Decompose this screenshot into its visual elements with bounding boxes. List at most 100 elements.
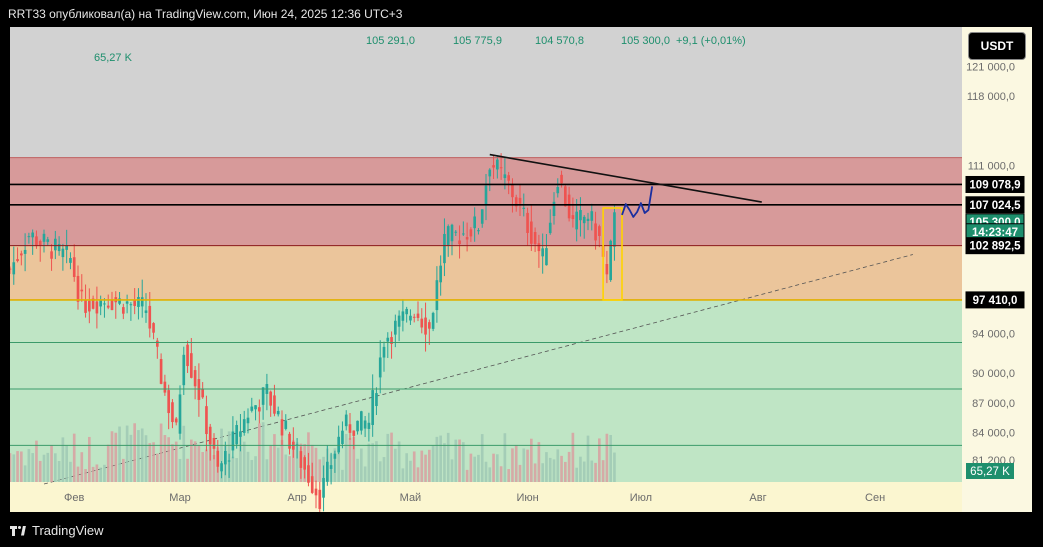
volume-bar	[152, 442, 155, 482]
candle-body	[35, 236, 38, 247]
candle-body	[439, 265, 442, 283]
candle-body	[193, 370, 197, 387]
volume-bar	[114, 432, 118, 482]
candle-body	[548, 222, 552, 234]
candle-body	[511, 184, 514, 198]
candle-body	[450, 224, 454, 242]
candle-body	[167, 390, 170, 414]
volume-bar	[548, 457, 552, 482]
volume-bar	[533, 463, 537, 482]
candle-body	[492, 165, 495, 168]
volume-bar	[435, 436, 439, 482]
candle-body	[375, 393, 378, 407]
candle-body	[254, 405, 257, 410]
price-label-bg	[965, 175, 1025, 193]
volume-bar	[239, 436, 242, 482]
candle-body	[533, 232, 537, 245]
candle-body	[363, 420, 367, 429]
volume-bar	[386, 433, 390, 482]
volume-bar	[582, 461, 586, 482]
candle-body	[344, 414, 348, 427]
volume-bar	[412, 451, 416, 482]
candle-body	[382, 346, 386, 358]
volume-bar	[492, 453, 495, 482]
candle-body	[103, 303, 106, 305]
volume-bar	[371, 443, 374, 482]
tradingview-brand: TradingView	[32, 523, 104, 538]
volume-bar	[488, 467, 492, 482]
candle-body	[378, 357, 382, 378]
volume-bar	[341, 469, 344, 482]
volume-bar	[503, 433, 507, 482]
volume-bar	[35, 440, 38, 482]
volume-bar	[186, 458, 189, 482]
volume-bar	[261, 422, 265, 482]
chart-svg[interactable]: Фев Мар Апр Май Июн Июл Авг Сен 121 000,0 118 000…	[8, 27, 1032, 519]
price-axis-bg	[962, 27, 1032, 512]
volume-badge-bg	[966, 463, 1014, 479]
volume-bar	[8, 453, 12, 482]
volume-bar	[446, 432, 450, 482]
candle-body	[435, 280, 439, 311]
candle-body	[23, 249, 27, 254]
volume-bar	[613, 452, 616, 482]
volume-bar	[462, 442, 465, 482]
candle-body	[144, 310, 148, 313]
candle-body	[462, 233, 465, 235]
candle-body	[205, 406, 208, 435]
volume-bar	[46, 452, 50, 482]
volume-bar	[431, 445, 435, 482]
volume-bar	[288, 456, 291, 482]
candle-body	[57, 243, 61, 252]
volume-bar	[496, 454, 499, 482]
volume-bar	[378, 461, 382, 482]
volume-bar	[250, 459, 254, 482]
candle-body	[458, 240, 461, 245]
volume-bar	[469, 453, 473, 482]
candle-body	[156, 340, 159, 347]
volume-bar	[106, 444, 110, 482]
candle-body	[284, 420, 288, 429]
chart-area[interactable]: Фев Мар Апр Май Июн Июл Авг Сен 121 000,0 118 000…	[8, 27, 1032, 519]
volume-bar	[269, 445, 272, 482]
currency-button[interactable]: USDT	[968, 32, 1026, 60]
volume-bar	[178, 458, 182, 482]
candle-body	[288, 433, 291, 449]
price-label: 97 410,0	[973, 295, 1018, 307]
volume-bar	[205, 449, 208, 482]
volume-bar	[348, 438, 352, 482]
tradingview-footer[interactable]: TradingView	[10, 523, 104, 538]
candle-body	[76, 275, 80, 302]
volume-bar	[174, 441, 178, 482]
time-tick-label: Сен	[865, 492, 885, 504]
volume-bar	[193, 441, 197, 482]
time-tick-label: Авг	[749, 492, 766, 504]
candle-body	[480, 209, 484, 224]
volume-bar	[552, 459, 556, 482]
candle-body	[567, 194, 571, 219]
candle-body	[88, 300, 91, 312]
publisher-caption: RRT33 опубликовал(а) на TradingView.com,…	[8, 7, 403, 21]
volume-bar	[69, 461, 72, 482]
projection-path	[621, 186, 654, 218]
candle-body	[390, 337, 393, 344]
candle-body	[409, 315, 412, 321]
time-axis-bg	[10, 482, 962, 512]
candle-body	[352, 430, 356, 436]
candle-body	[386, 337, 390, 342]
volume-bar	[280, 439, 284, 482]
volume-bar	[57, 461, 61, 482]
volume-bar	[567, 451, 571, 482]
price-tick-label: 87 000,0	[972, 398, 1015, 410]
volume-bar	[363, 466, 367, 482]
candle-body	[307, 465, 310, 483]
candle-body	[499, 167, 503, 169]
candle-body	[469, 229, 473, 237]
candle-body	[424, 317, 427, 335]
candle-body	[84, 300, 87, 313]
candle-body	[465, 237, 469, 240]
volume-bar	[220, 428, 223, 482]
time-tick-label: Мар	[169, 492, 191, 504]
volume-bar	[545, 452, 548, 482]
volume-bar	[84, 469, 87, 482]
